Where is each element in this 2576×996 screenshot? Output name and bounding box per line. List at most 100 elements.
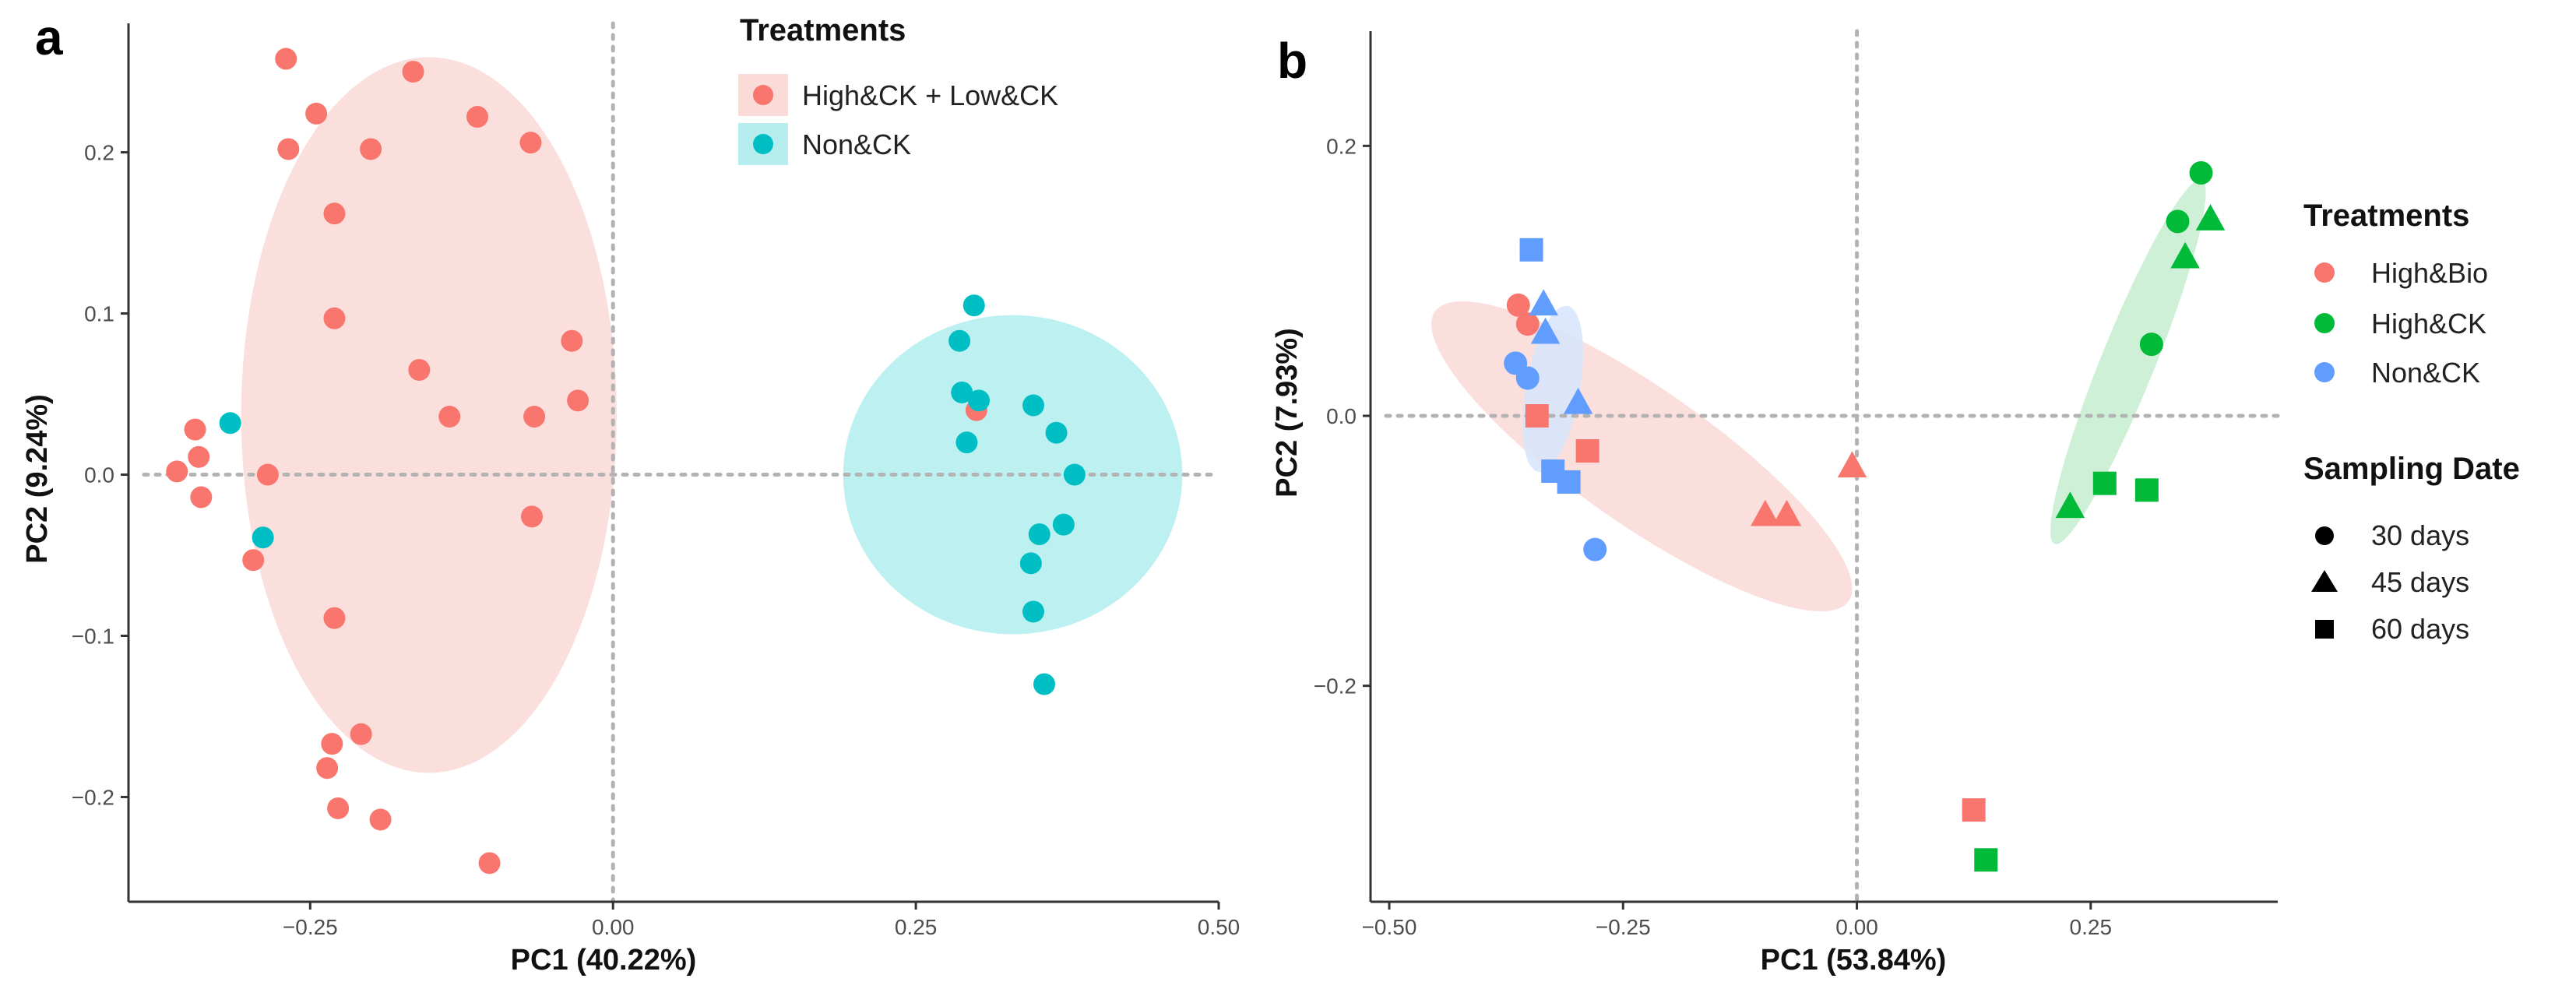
- point-high-ck-low-ck-11: [567, 389, 589, 412]
- panel-a-ylabel: PC2 (9.24%): [21, 394, 54, 564]
- point-high-ck-low-ck-9: [561, 329, 583, 352]
- point-non-ck-1: [948, 329, 971, 352]
- point-high-ck-low-ck-5: [277, 138, 300, 160]
- point-high-ck-low-ck-27: [478, 852, 501, 875]
- x-tick-label: 0.25: [895, 915, 938, 939]
- legend-key-highlowck: [753, 85, 773, 105]
- point-high-ck-low-ck-19: [521, 505, 543, 528]
- point-non-ck-14: [252, 526, 274, 549]
- point-non-ck-11: [1022, 600, 1044, 623]
- legend-key-45days: [2311, 570, 2338, 592]
- point-high-bio-7: [1962, 798, 1986, 822]
- point-high-ck-1: [2166, 209, 2190, 234]
- panel-b-legend: Treatments High&Bio High&CK Non&CK Sampl…: [2303, 199, 2520, 645]
- point-non-ck-8: [1052, 513, 1075, 536]
- point-high-ck-low-ck-21: [323, 607, 346, 629]
- y-tick-label: −0.2: [1314, 674, 1357, 699]
- point-high-ck-4: [2139, 333, 2163, 357]
- legend-key-highbio: [2314, 262, 2335, 283]
- panel-b-points: [1504, 161, 2226, 872]
- y-tick-label: −0.1: [72, 624, 114, 648]
- legend-key-highck: [2314, 313, 2335, 333]
- point-high-ck-5: [2092, 471, 2117, 495]
- point-high-ck-low-ck-26: [369, 808, 392, 831]
- panel-b-axes: −0.50 −0.25 0.00 0.25 −0.2 0.0 0.2: [1314, 31, 2278, 939]
- x-tick-label: 0.25: [2070, 915, 2113, 939]
- panel-b-reference-lines: [1384, 29, 2280, 904]
- legend-label-highbio: High&Bio: [2371, 257, 2488, 289]
- panel-b-legend-shape-title: Sampling Date: [2303, 452, 2520, 486]
- point-high-ck-low-ck-2: [305, 102, 328, 125]
- point-non-ck-5: [1045, 421, 1068, 444]
- point-non-ck-2: [951, 381, 973, 403]
- panel-b-xlabel: PC1 (53.84%): [1761, 944, 1947, 977]
- legend-label-highck: High&CK: [2371, 308, 2486, 340]
- point-high-ck-low-ck-1: [402, 61, 424, 83]
- ellipse-high-ck: [2050, 179, 2206, 544]
- legend-key-30days: [2315, 526, 2334, 545]
- point-high-ck-2: [2195, 204, 2226, 231]
- point-high-ck-low-ck-4: [519, 132, 542, 154]
- point-high-ck-6: [2134, 478, 2159, 502]
- ellipse-highlowck: [241, 57, 617, 773]
- legend-label-45days: 45 days: [2371, 566, 2469, 598]
- point-high-bio-4: [1751, 499, 1780, 526]
- point-non-ck-0: [1519, 238, 1543, 262]
- point-high-ck-low-ck-17: [256, 463, 279, 486]
- point-high-bio-3: [1575, 439, 1599, 463]
- legend-key-nonck: [753, 134, 773, 154]
- point-non-ck-0: [962, 294, 985, 317]
- point-high-ck-3: [2170, 241, 2200, 269]
- x-tick-label: 0.00: [1835, 915, 1878, 939]
- y-tick-label: 0.0: [84, 463, 114, 487]
- panel-a-reference-lines: [142, 21, 1221, 904]
- panel-a-label: a: [35, 9, 63, 65]
- point-high-ck-low-ck-23: [321, 733, 343, 755]
- x-tick-label: 0.50: [1198, 915, 1240, 939]
- point-high-ck-low-ck-25: [327, 797, 350, 819]
- y-tick-label: 0.2: [84, 141, 114, 165]
- point-non-ck-8: [1583, 537, 1607, 561]
- x-tick-label: −0.25: [1596, 915, 1651, 939]
- point-high-bio-6: [1837, 451, 1867, 478]
- point-high-bio-0: [1506, 293, 1530, 317]
- point-non-ck-4: [1022, 394, 1044, 417]
- point-high-bio-5: [1772, 499, 1802, 526]
- point-non-ck-5: [1563, 387, 1593, 414]
- y-tick-label: −0.2: [72, 785, 114, 809]
- x-tick-label: −0.25: [283, 915, 338, 939]
- panel-b-legend-treatments-title: Treatments: [2303, 199, 2469, 233]
- point-high-ck-low-ck-13: [523, 406, 546, 428]
- legend-label-60days: 60 days: [2371, 613, 2469, 645]
- y-tick-label: 0.2: [1326, 134, 1357, 158]
- point-high-ck-low-ck-3: [466, 106, 488, 128]
- panel-a-ellipses: [241, 57, 1183, 773]
- ellipse-high-bio: [1431, 301, 1853, 612]
- point-non-ck-7: [1557, 470, 1581, 494]
- point-high-bio-2: [1525, 404, 1549, 428]
- y-tick-label: 0.0: [1326, 404, 1357, 428]
- legend-key-60days: [2315, 620, 2334, 639]
- point-high-bio-1: [1515, 312, 1540, 336]
- point-non-ck-3: [968, 389, 990, 412]
- point-high-ck-low-ck-18: [190, 486, 213, 509]
- x-tick-label: 0.00: [592, 915, 635, 939]
- point-high-ck-low-ck-12: [438, 406, 461, 428]
- panel-a-legend: Treatments High&CK + Low&CK Non&CK: [738, 13, 1058, 165]
- legend-key-nonck-b: [2314, 362, 2335, 382]
- point-non-ck-9: [1028, 523, 1050, 546]
- point-high-ck-low-ck-8: [323, 307, 346, 329]
- point-non-ck-10: [1019, 552, 1042, 575]
- panel-b: b −0.50 −0.25 0.00 0.25 −0.2 0.0 0.2 PC1 (53.8…: [1271, 29, 2520, 977]
- point-high-ck-low-ck-24: [316, 757, 339, 780]
- point-high-ck-low-ck-0: [275, 48, 297, 70]
- point-high-ck-0: [2189, 161, 2213, 185]
- panel-b-label: b: [1277, 33, 1307, 89]
- legend-label-nonck-b: Non&CK: [2371, 357, 2480, 389]
- panel-a-legend-title: Treatments: [740, 13, 906, 48]
- point-high-ck-7: [2055, 491, 2085, 519]
- x-tick-label: −0.50: [1362, 915, 1417, 939]
- y-tick-label: 0.1: [84, 302, 114, 326]
- point-high-ck-low-ck-16: [166, 460, 188, 483]
- panel-a-axes: −0.25 0.00 0.25 0.50 −0.2 −0.1 0.0 0.1 0.2: [72, 23, 1240, 939]
